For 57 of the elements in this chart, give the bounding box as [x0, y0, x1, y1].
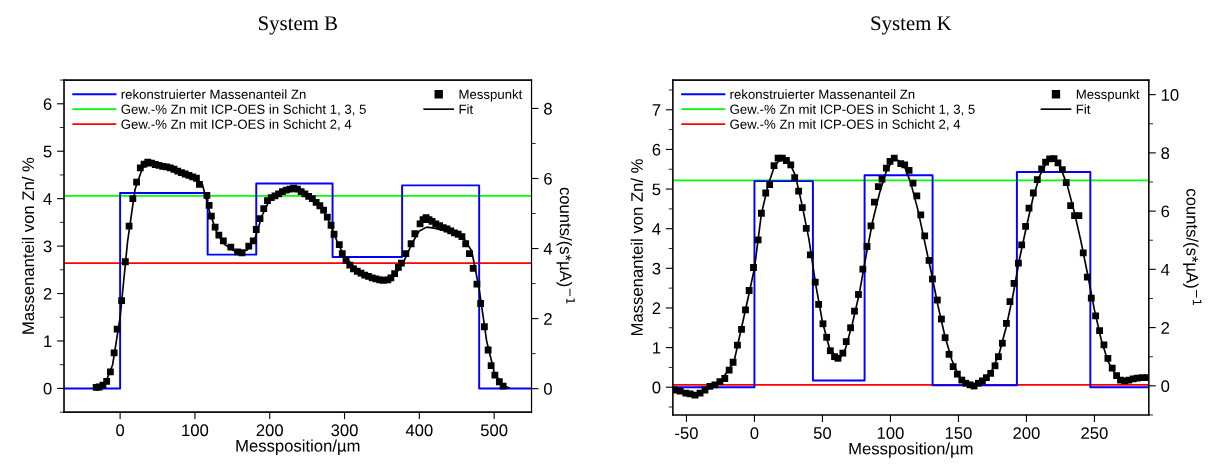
y2-tick-label: 4 — [543, 243, 553, 255]
legend-label: Gew.-% Zn mit ICP-OES in Schicht 2, 4 — [730, 119, 961, 131]
x-tick-label: 500 — [480, 424, 508, 437]
x-tick-label: 100 — [877, 427, 904, 439]
y-tick-label: 3 — [43, 240, 52, 253]
y-tick-label: 1 — [44, 335, 52, 348]
y-axis-title: Massenanteil von Zn/ % — [21, 157, 35, 334]
x-tick-label: 250 — [1081, 427, 1108, 439]
legend-label: Messpunkt — [1076, 89, 1140, 102]
y2-axis-title: counts/(s*µA)$^{−1}$ — [1183, 189, 1202, 305]
y2-tick-label: 4 — [1161, 263, 1170, 276]
y-tick-label: 6 — [652, 143, 661, 156]
chart-title: System K — [871, 16, 952, 35]
y-axis-title: Massenanteil von Zn/ % — [630, 159, 643, 336]
y-tick-label: 0 — [652, 381, 661, 394]
x-tick-label: -50 — [675, 427, 698, 439]
x-axis-title: Messposition/µm — [236, 439, 360, 455]
y-tick-label: 4 — [43, 193, 52, 205]
y2-tick-label: 0 — [1161, 380, 1170, 393]
y-tick-label: 4 — [652, 223, 661, 235]
y2-tick-label: 6 — [544, 172, 552, 185]
y2-tick-label: 6 — [1161, 205, 1170, 218]
legend-label: Gew.-% Zn mit ICP-OES in Schicht 2, 4 — [121, 119, 352, 131]
x-tick-label: 200 — [1013, 427, 1040, 439]
y-tick-label: 1 — [653, 342, 661, 354]
x-tick-label: 400 — [405, 424, 433, 437]
chart-title: System B — [258, 16, 337, 35]
x-tick-label: 150 — [945, 427, 972, 439]
y-tick-label: 7 — [652, 104, 661, 116]
y-tick-label: 3 — [652, 262, 661, 275]
legend-label: rekonstruierter Massenanteil Zn — [730, 89, 915, 99]
y2-tick-label: 0 — [543, 383, 552, 395]
y2-tick-label: 2 — [544, 313, 552, 325]
legend-label: Gew.-% Zn mit ICP-OES in Schicht 1, 3, 5 — [730, 104, 975, 116]
x-tick-label: 0 — [750, 427, 759, 439]
legend-label: Messpunkt — [459, 89, 523, 102]
x-tick-label: 50 — [813, 427, 832, 439]
y-tick-label: 2 — [43, 287, 52, 300]
x-axis-title: Messposition/µm — [849, 442, 973, 458]
y2-tick-label: 10 — [1161, 89, 1179, 101]
y2-tick-label: 8 — [544, 102, 552, 115]
legend-label: Gew.-% Zn mit ICP-OES in Schicht 1, 3, 5 — [121, 104, 366, 116]
y2-tick-label: 8 — [1161, 147, 1170, 160]
legend-label: rekonstruierter Massenanteil Zn — [121, 89, 306, 99]
y-tick-label: 5 — [43, 145, 52, 158]
legend-label: Fit — [459, 104, 474, 114]
x-tick-label: 200 — [256, 424, 283, 437]
y-tick-label: 6 — [43, 98, 52, 110]
x-tick-label: 100 — [182, 424, 209, 437]
legend-label: Fit — [1076, 104, 1091, 114]
y-tick-label: 5 — [652, 183, 661, 196]
y-tick-label: 0 — [43, 382, 52, 395]
y-tick-label: 2 — [652, 302, 661, 314]
x-tick-label: 0 — [116, 424, 125, 437]
y2-tick-label: 2 — [1161, 321, 1170, 334]
y2-axis-title: counts/(s*µA)$^{−1}$ — [556, 187, 575, 304]
x-tick-label: 300 — [331, 424, 358, 437]
